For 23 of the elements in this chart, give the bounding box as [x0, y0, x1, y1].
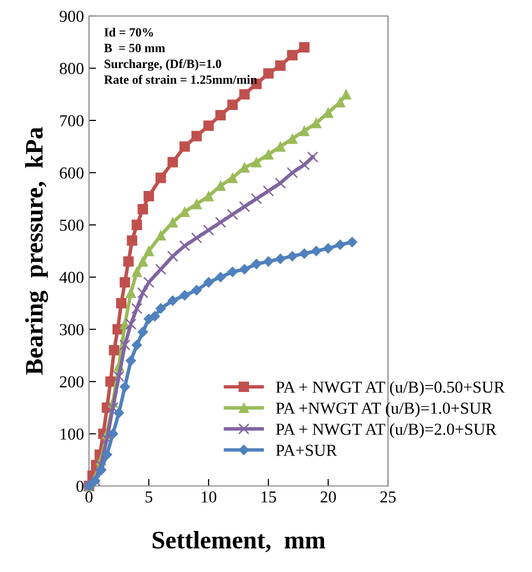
y-tick-label: 400	[59, 272, 84, 284]
legend-label: PA+SUR	[276, 444, 338, 456]
y-tick-label: 600	[60, 167, 84, 179]
y-tick-label: 900	[60, 10, 84, 22]
y-tick-label: 700	[60, 115, 84, 126]
y-tick-label: 0	[76, 480, 84, 492]
x-axis-title: Settlement, mm	[152, 530, 326, 552]
legend-label: PA + NWGT AT (u/B)=2.0+SUR	[276, 423, 496, 438]
x-tick-label: 15	[262, 491, 276, 503]
y-tick-label: 300	[60, 324, 84, 336]
y-tick-label: 100	[60, 428, 84, 440]
x-tick-label: 0	[85, 491, 93, 503]
x-tick-label: 10	[202, 491, 216, 503]
legend-label: PA + NWGT AT (u/B)=0.50+SUR	[276, 381, 505, 396]
x-tick-label: 25	[380, 491, 396, 503]
legend-label: PA +NWGT AT (u/B)=1.0+SUR	[276, 402, 492, 418]
y-tick-label: 500	[60, 220, 84, 231]
y-tick-label: 800	[60, 62, 84, 74]
x-tick-label: 5	[146, 492, 152, 503]
y-axis-title: Bearing pressure, kPa	[25, 127, 48, 375]
annotation: Id = 70% B = 50 mm Surcharge, (Df/B)=1.0 Rate of strain = 1.25mm/min	[104, 28, 258, 84]
x-tick-label: 20	[320, 491, 336, 503]
y-tick-label: 200	[60, 376, 84, 388]
